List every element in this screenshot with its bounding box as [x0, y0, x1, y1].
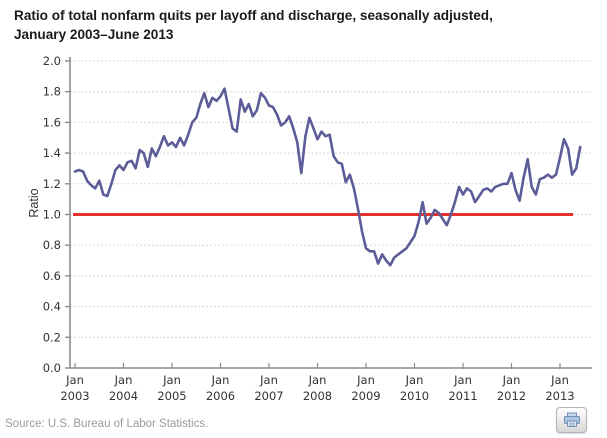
svg-text:Jan: Jan: [550, 373, 569, 387]
svg-text:0.0: 0.0: [43, 361, 61, 375]
svg-text:Jan: Jan: [356, 373, 375, 387]
data-line: [73, 87, 582, 267]
svg-text:2009: 2009: [351, 389, 380, 403]
svg-text:Jan: Jan: [65, 373, 84, 387]
svg-text:2011: 2011: [448, 389, 477, 403]
svg-text:0.6: 0.6: [43, 269, 61, 283]
svg-text:Jan: Jan: [211, 373, 230, 387]
svg-text:2007: 2007: [254, 389, 283, 403]
source-note: Source: U.S. Bureau of Labor Statistics.: [5, 418, 209, 430]
svg-text:0.8: 0.8: [43, 238, 61, 252]
svg-text:2013: 2013: [545, 389, 574, 403]
y-tick-labels: 0.0 0.2 0.4 0.6 0.8 1.0 1.2 1.4 1.6 1.8 2.0: [43, 54, 61, 375]
svg-text:Jan: Jan: [162, 373, 181, 387]
svg-text:2010: 2010: [400, 389, 429, 403]
chart-title: Ratio of total nonfarm quits per layoff …: [14, 6, 604, 44]
svg-text:2005: 2005: [157, 389, 186, 403]
svg-text:2003: 2003: [60, 389, 89, 403]
svg-text:1.4: 1.4: [43, 146, 61, 160]
svg-text:1.0: 1.0: [43, 208, 61, 222]
svg-text:Jan: Jan: [259, 373, 278, 387]
svg-text:1.8: 1.8: [43, 85, 61, 99]
svg-text:2012: 2012: [497, 389, 526, 403]
svg-text:Jan: Jan: [502, 373, 521, 387]
svg-text:2006: 2006: [206, 389, 235, 403]
svg-text:Jan: Jan: [453, 373, 472, 387]
y-gridlines: [70, 60, 592, 338]
chart-title-line1: Ratio of total nonfarm quits per layoff …: [14, 8, 493, 23]
svg-text:0.4: 0.4: [43, 300, 61, 314]
svg-text:1.2: 1.2: [43, 177, 61, 191]
print-button[interactable]: [556, 407, 587, 433]
svg-text:1.6: 1.6: [43, 115, 61, 129]
svg-text:0.2: 0.2: [43, 330, 61, 344]
svg-text:Jan: Jan: [308, 373, 327, 387]
svg-text:2.0: 2.0: [43, 54, 61, 68]
printer-icon: [563, 412, 580, 427]
svg-text:2008: 2008: [303, 389, 332, 403]
axes: [65, 57, 592, 369]
svg-text:Jan: Jan: [114, 373, 133, 387]
svg-text:Jan: Jan: [405, 373, 424, 387]
x-tick-labels: Jan 2003 Jan 2004 Jan 2005 Jan 2006 Jan 2007 Jan 20…: [60, 373, 574, 403]
chart: 0.0 0.2 0.4 0.6 0.8 1.0 1.2 1.4 1.6 1.8 2.0 Jan 200…: [43, 54, 592, 403]
svg-text:2004: 2004: [109, 389, 138, 403]
chart-title-line2: January 2003–June 2013: [14, 27, 174, 42]
